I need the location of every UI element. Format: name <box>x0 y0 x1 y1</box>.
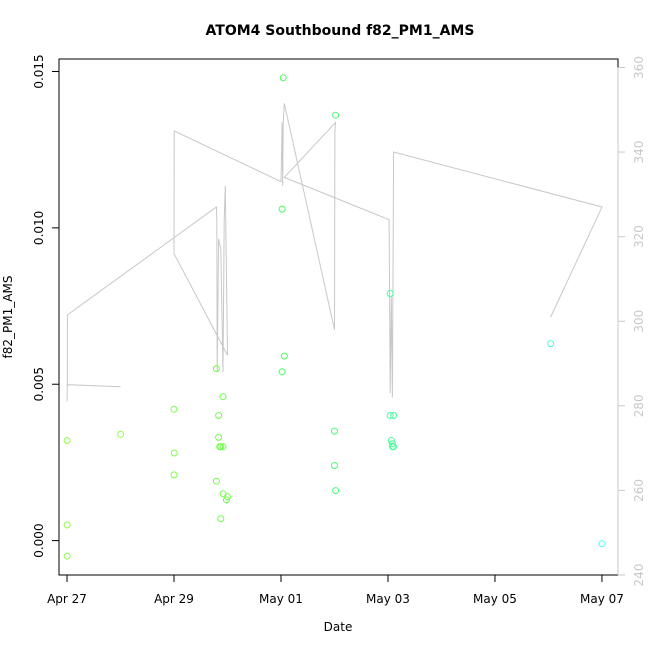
data-point <box>63 437 71 444</box>
data-point <box>170 449 178 457</box>
y2-tick-label: 240 <box>632 564 646 587</box>
x-tick-label: May 03 <box>366 592 410 606</box>
data-point <box>63 521 71 529</box>
data-point <box>386 412 394 419</box>
y-tick-label: 0.000 <box>32 523 46 557</box>
data-point <box>215 433 223 441</box>
data-point <box>331 427 338 435</box>
data-point <box>217 515 225 523</box>
x-tick-label: May 01 <box>259 592 303 606</box>
data-point <box>388 443 396 451</box>
y-tick-label: 0.005 <box>32 367 46 401</box>
x-axis: Apr 27 Apr 29 May 01 May 03 May 05 May 07 <box>47 574 624 606</box>
y2-tick-label: 360 <box>632 56 646 79</box>
y-axis-left: 0.000 0.005 0.010 0.015 <box>32 54 60 558</box>
series-line <box>66 103 603 402</box>
data-point <box>332 487 340 495</box>
x-tick-label: May 07 <box>580 592 624 606</box>
y2-tick-label: 260 <box>632 479 646 502</box>
data-point <box>222 496 230 504</box>
data-point <box>63 552 71 560</box>
data-point <box>278 368 286 376</box>
y2-tick-label: 340 <box>632 141 646 164</box>
data-point <box>388 440 396 448</box>
data-point <box>170 405 178 413</box>
y-axis-right: 240 260 280 300 320 340 360 <box>617 56 646 587</box>
data-point <box>331 462 338 469</box>
data-point <box>598 540 606 548</box>
data-point <box>279 74 287 82</box>
plot-frame <box>58 58 619 576</box>
data-point <box>170 471 178 479</box>
x-tick-label: Apr 29 <box>154 592 194 606</box>
data-point <box>280 352 288 360</box>
x-tick-label: Apr 27 <box>47 592 87 606</box>
data-point <box>212 477 220 485</box>
data-point <box>332 111 340 119</box>
data-point <box>219 443 227 451</box>
data-point <box>224 493 231 501</box>
scatter-series <box>63 74 606 560</box>
chart-title: ATOM4 Southbound f82_PM1_AMS <box>206 23 475 39</box>
y-tick-label: 0.010 <box>32 211 46 245</box>
data-point <box>117 430 125 438</box>
data-point <box>386 290 394 297</box>
data-point <box>278 205 286 213</box>
data-point <box>547 340 555 348</box>
y2-tick-label: 280 <box>632 394 646 417</box>
y2-tick-label: 300 <box>632 310 646 333</box>
x-tick-label: May 05 <box>473 592 517 606</box>
data-point <box>212 365 220 373</box>
right-axis-line-series <box>66 103 603 402</box>
y-axis-label: f82_PM1_AMS <box>1 276 15 359</box>
data-point <box>219 393 227 401</box>
y-tick-label: 0.015 <box>32 54 46 88</box>
data-point <box>217 443 225 451</box>
x-axis-label: Date <box>324 620 353 634</box>
data-point <box>390 412 398 419</box>
data-point <box>215 412 223 419</box>
y2-tick-label: 320 <box>632 225 646 248</box>
